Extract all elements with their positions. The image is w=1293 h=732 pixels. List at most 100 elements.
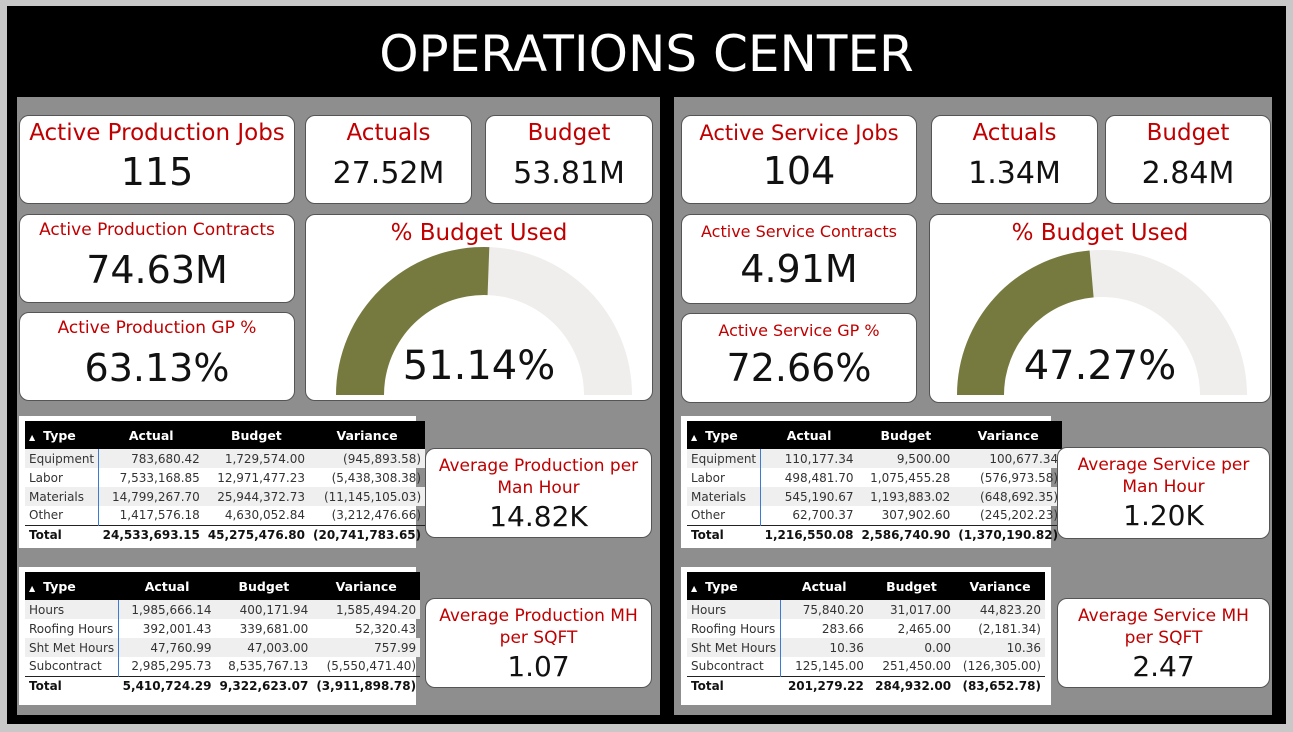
row-value-cell: 400,171.94 [215, 600, 313, 619]
production-actuals-label: Actuals [346, 120, 431, 146]
service-budget-value: 2.84M [1141, 156, 1235, 191]
service-budget-used-value: 47.27% [1023, 343, 1177, 389]
table-row[interactable]: Sht Met Hours 10.36 0.00 10.36 [687, 638, 1045, 657]
col-header-variance[interactable]: Variance [308, 421, 426, 449]
table-total-row: Total 5,410,724.29 9,322,623.07 (3,911,898.… [25, 675, 421, 695]
table-row[interactable]: Labor 7,533,168.85 12,971,477.23 (5,438,308… [25, 468, 425, 487]
row-type-cell: Roofing Hours [687, 619, 782, 638]
production-gauge-svg [336, 247, 632, 395]
row-type-cell: Other [687, 506, 762, 525]
service-jobs-card[interactable]: Active Service Jobs 104 [681, 115, 917, 204]
service-avg-man-hour-card[interactable]: Average Service per Man Hour 1.20K [1057, 447, 1270, 539]
table-row[interactable]: Equipment 783,680.42 1,729,574.00 (945,893.… [25, 449, 426, 468]
table-row[interactable]: Materials 545,190.67 1,193,883.02 (648,692.… [687, 487, 1063, 506]
table-row[interactable]: Hours 1,985,666.14 400,171.94 1,585,494.20 [25, 600, 421, 619]
table-row[interactable]: Subcontract 125,145.00 251,450.00 (126,305.… [687, 657, 1045, 676]
total-value-cell: 9,322,623.07 [215, 675, 313, 695]
production-jobs-card[interactable]: Active Production Jobs 115 [19, 115, 295, 204]
production-budget-used-card[interactable]: % Budget Used 51.14% [305, 214, 653, 401]
row-type-cell: Materials [25, 487, 100, 506]
row-type-cell: Materials [687, 487, 762, 506]
row-value-cell: 44,823.20 [955, 600, 1045, 619]
row-value-cell: 8,535,767.13 [228, 659, 309, 674]
service-budget-used-card[interactable]: % Budget Used 47.27% [929, 214, 1271, 403]
sort-arrow-icon[interactable]: ▲ [29, 583, 36, 593]
col-header-actual[interactable]: Actual [118, 572, 216, 600]
row-type-cell: Subcontract [687, 657, 782, 676]
table-row[interactable]: Labor 498,481.70 1,075,455.28 (576,973.58) [687, 468, 1062, 487]
service-actuals-label: Actuals [972, 120, 1057, 146]
production-budget-card[interactable]: Budget 53.81M [485, 115, 653, 204]
table-row[interactable]: Roofing Hours 283.66 2,465.00 (2,181.34) [687, 619, 1045, 638]
row-value-cell: 47,760.99 [118, 638, 216, 657]
production-gp-card[interactable]: Active Production GP % 63.13% [19, 312, 295, 401]
col-header-actual[interactable]: Actual [780, 572, 868, 600]
page-title: OPERATIONS CENTER [379, 25, 914, 83]
col-header-budget[interactable]: Budget [857, 421, 955, 449]
table-row[interactable]: Other 62,700.37 307,902.60 (245,202.23) [687, 506, 1062, 525]
table-row[interactable]: Other 1,417,576.18 4,630,052.84 (3,212,476.… [25, 506, 425, 525]
service-budget-used-label: % Budget Used [1011, 220, 1189, 246]
table-row[interactable]: Subcontract 2,985,295.73 8,535,767.13 (5,55… [25, 657, 420, 676]
col-header-type[interactable]: ▲ Type [25, 572, 119, 600]
col-header-budget[interactable]: Budget [203, 421, 309, 449]
production-avg-man-hour-card[interactable]: Average Production per Man Hour 14.82K [425, 448, 652, 538]
total-value-cell: 284,932.00 [867, 675, 956, 695]
table-header-row: ▲ Type Actual Budget Variance [25, 572, 421, 600]
service-avg-mh-sqft-label: Average Service MH per SQFT [1078, 606, 1249, 648]
production-gp-value: 63.13% [84, 346, 230, 390]
service-jobs-label: Active Service Jobs [699, 121, 899, 145]
production-contracts-label: Active Production Contracts [39, 220, 275, 240]
row-value-cell: 31,017.00 [867, 600, 956, 619]
service-panel: Active Service Jobs 104 Actuals 1.34M Bu… [674, 97, 1272, 715]
row-value-cell: 14,799,267.70 [98, 487, 204, 506]
total-value-cell: (83,652.78) [955, 675, 1045, 695]
row-value-cell: 1,985,666.14 [118, 600, 216, 619]
table-row[interactable]: Equipment 110,177.34 9,500.00 100,677.34 [687, 449, 1063, 468]
table-row[interactable]: Materials 14,799,267.70 25,944,372.73 (11,1… [25, 487, 426, 506]
gauge-fill [336, 247, 490, 395]
service-gp-card[interactable]: Active Service GP % 72.66% [681, 313, 917, 403]
col-header-type[interactable]: ▲ Type [687, 572, 781, 600]
service-avg-man-hour-label: Average Service per Man Hour [1077, 455, 1250, 497]
row-value-cell: 9,500.00 [857, 449, 955, 468]
table-row[interactable]: Hours 75,840.20 31,017.00 44,823.20 [687, 600, 1045, 619]
row-type-cell: Sht Met Hours [687, 638, 782, 657]
service-gp-value: 72.66% [726, 346, 872, 390]
service-contracts-value: 4.91M [740, 247, 858, 291]
sort-arrow-icon[interactable]: ▲ [691, 432, 698, 442]
sort-arrow-icon[interactable]: ▲ [29, 432, 36, 442]
table-header-row: ▲ Type Actual Budget Variance [687, 572, 1045, 600]
sort-arrow-icon[interactable]: ▲ [691, 583, 698, 593]
production-contracts-card[interactable]: Active Production Contracts 74.63M [19, 214, 295, 303]
row-value-cell: 110,177.34 [760, 449, 858, 468]
row-value-cell: 75,840.20 [780, 600, 868, 619]
total-value-cell: 5,410,724.29 [118, 675, 216, 695]
col-header-actual[interactable]: Actual [98, 421, 204, 449]
row-value-cell: 10.36 [955, 638, 1045, 657]
service-gauge-svg [957, 250, 1247, 395]
col-header-budget[interactable]: Budget [215, 572, 313, 600]
row-value-cell: 1,585,494.20 [312, 600, 421, 619]
table-row[interactable]: Sht Met Hours 47,760.99 47,003.00 757.99 [25, 638, 421, 657]
col-header-variance[interactable]: Variance [954, 421, 1063, 449]
row-value-cell: 10.36 [780, 638, 868, 657]
service-contracts-card[interactable]: Active Service Contracts 4.91M [681, 214, 917, 304]
col-header-type[interactable]: ▲ Type [25, 421, 99, 449]
col-header-variance[interactable]: Variance [312, 572, 421, 600]
service-actuals-card[interactable]: Actuals 1.34M [931, 115, 1098, 204]
col-header-variance[interactable]: Variance [955, 572, 1045, 600]
production-actuals-card[interactable]: Actuals 27.52M [305, 115, 472, 204]
row-value-cell: 1,193,883.02 [857, 487, 955, 506]
col-header-type[interactable]: ▲ Type [687, 421, 761, 449]
service-avg-mh-sqft-card[interactable]: Average Service MH per SQFT 2.47 [1057, 598, 1270, 688]
production-avg-mh-sqft-card[interactable]: Average Production MH per SQFT 1.07 [425, 598, 652, 688]
service-budget-label: Budget [1146, 120, 1230, 146]
table-row[interactable]: Roofing Hours 392,001.43 339,681.00 52,320.… [25, 619, 420, 638]
row-value-cell: (648,692.35) [954, 487, 1063, 506]
col-header-actual[interactable]: Actual [760, 421, 858, 449]
service-budget-card[interactable]: Budget 2.84M [1105, 115, 1271, 204]
col-header-budget[interactable]: Budget [867, 572, 956, 600]
row-type-cell: Sht Met Hours [25, 638, 120, 657]
row-type-cell: Other [25, 506, 100, 525]
